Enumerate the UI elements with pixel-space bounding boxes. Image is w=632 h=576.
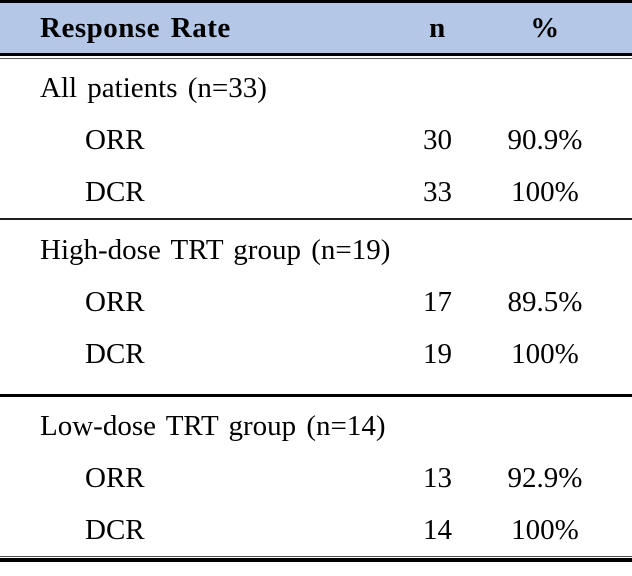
table-row-orr: ORR 17 89.5% xyxy=(0,276,632,328)
cell-n: 19 xyxy=(423,337,452,370)
group-label-row: All patients (n=33) xyxy=(0,62,632,114)
group-label-row: High-dose TRT group (n=19) xyxy=(0,224,632,276)
cell-percent: 100% xyxy=(511,175,579,208)
row-label: ORR xyxy=(85,461,145,494)
section-divider-thin xyxy=(0,218,632,220)
group-label: High-dose TRT group (n=19) xyxy=(40,233,391,266)
cell-percent: 89.5% xyxy=(507,285,583,318)
table-row-dcr: DCR 19 100% xyxy=(0,328,632,380)
cell-percent: 100% xyxy=(511,337,579,370)
header-underline xyxy=(0,58,632,59)
cell-n: 30 xyxy=(423,123,452,156)
cell-percent: 92.9% xyxy=(507,461,583,494)
row-label: DCR xyxy=(85,337,145,370)
cell-percent: 100% xyxy=(511,513,579,546)
section-high-dose: High-dose TRT group (n=19) ORR 17 89.5% … xyxy=(0,220,632,394)
section-divider-thick xyxy=(0,394,632,397)
section-low-dose: Low-dose TRT group (n=14) ORR 13 92.9% D… xyxy=(0,397,632,556)
table-row-orr: ORR 30 90.9% xyxy=(0,114,632,166)
table-row-dcr: DCR 14 100% xyxy=(0,504,632,556)
cell-n: 14 xyxy=(423,513,452,546)
header-col-percent: % xyxy=(530,11,560,44)
cell-n: 13 xyxy=(423,461,452,494)
row-label: ORR xyxy=(85,285,145,318)
row-label: DCR xyxy=(85,175,145,208)
cell-n: 33 xyxy=(423,175,452,208)
group-label: All patients (n=33) xyxy=(40,71,267,104)
table-row-dcr: DCR 33 100% xyxy=(0,166,632,218)
row-label: DCR xyxy=(85,513,145,546)
group-label: Low-dose TRT group (n=14) xyxy=(40,409,386,442)
table-row-orr: ORR 13 92.9% xyxy=(0,452,632,504)
table-bottom-border xyxy=(0,558,632,562)
response-rate-table: Response Rate n % All patients (n=33) OR… xyxy=(0,0,632,562)
group-label-row: Low-dose TRT group (n=14) xyxy=(0,400,632,452)
section-all-patients: All patients (n=33) ORR 30 90.9% DCR 33 … xyxy=(0,59,632,218)
table-header-row: Response Rate n % xyxy=(0,3,632,56)
header-col-response-rate: Response Rate xyxy=(40,11,231,44)
row-label: ORR xyxy=(85,123,145,156)
cell-n: 17 xyxy=(423,285,452,318)
cell-percent: 90.9% xyxy=(507,123,583,156)
header-col-n: n xyxy=(429,11,446,44)
table-bottom-thin-line xyxy=(0,556,632,558)
